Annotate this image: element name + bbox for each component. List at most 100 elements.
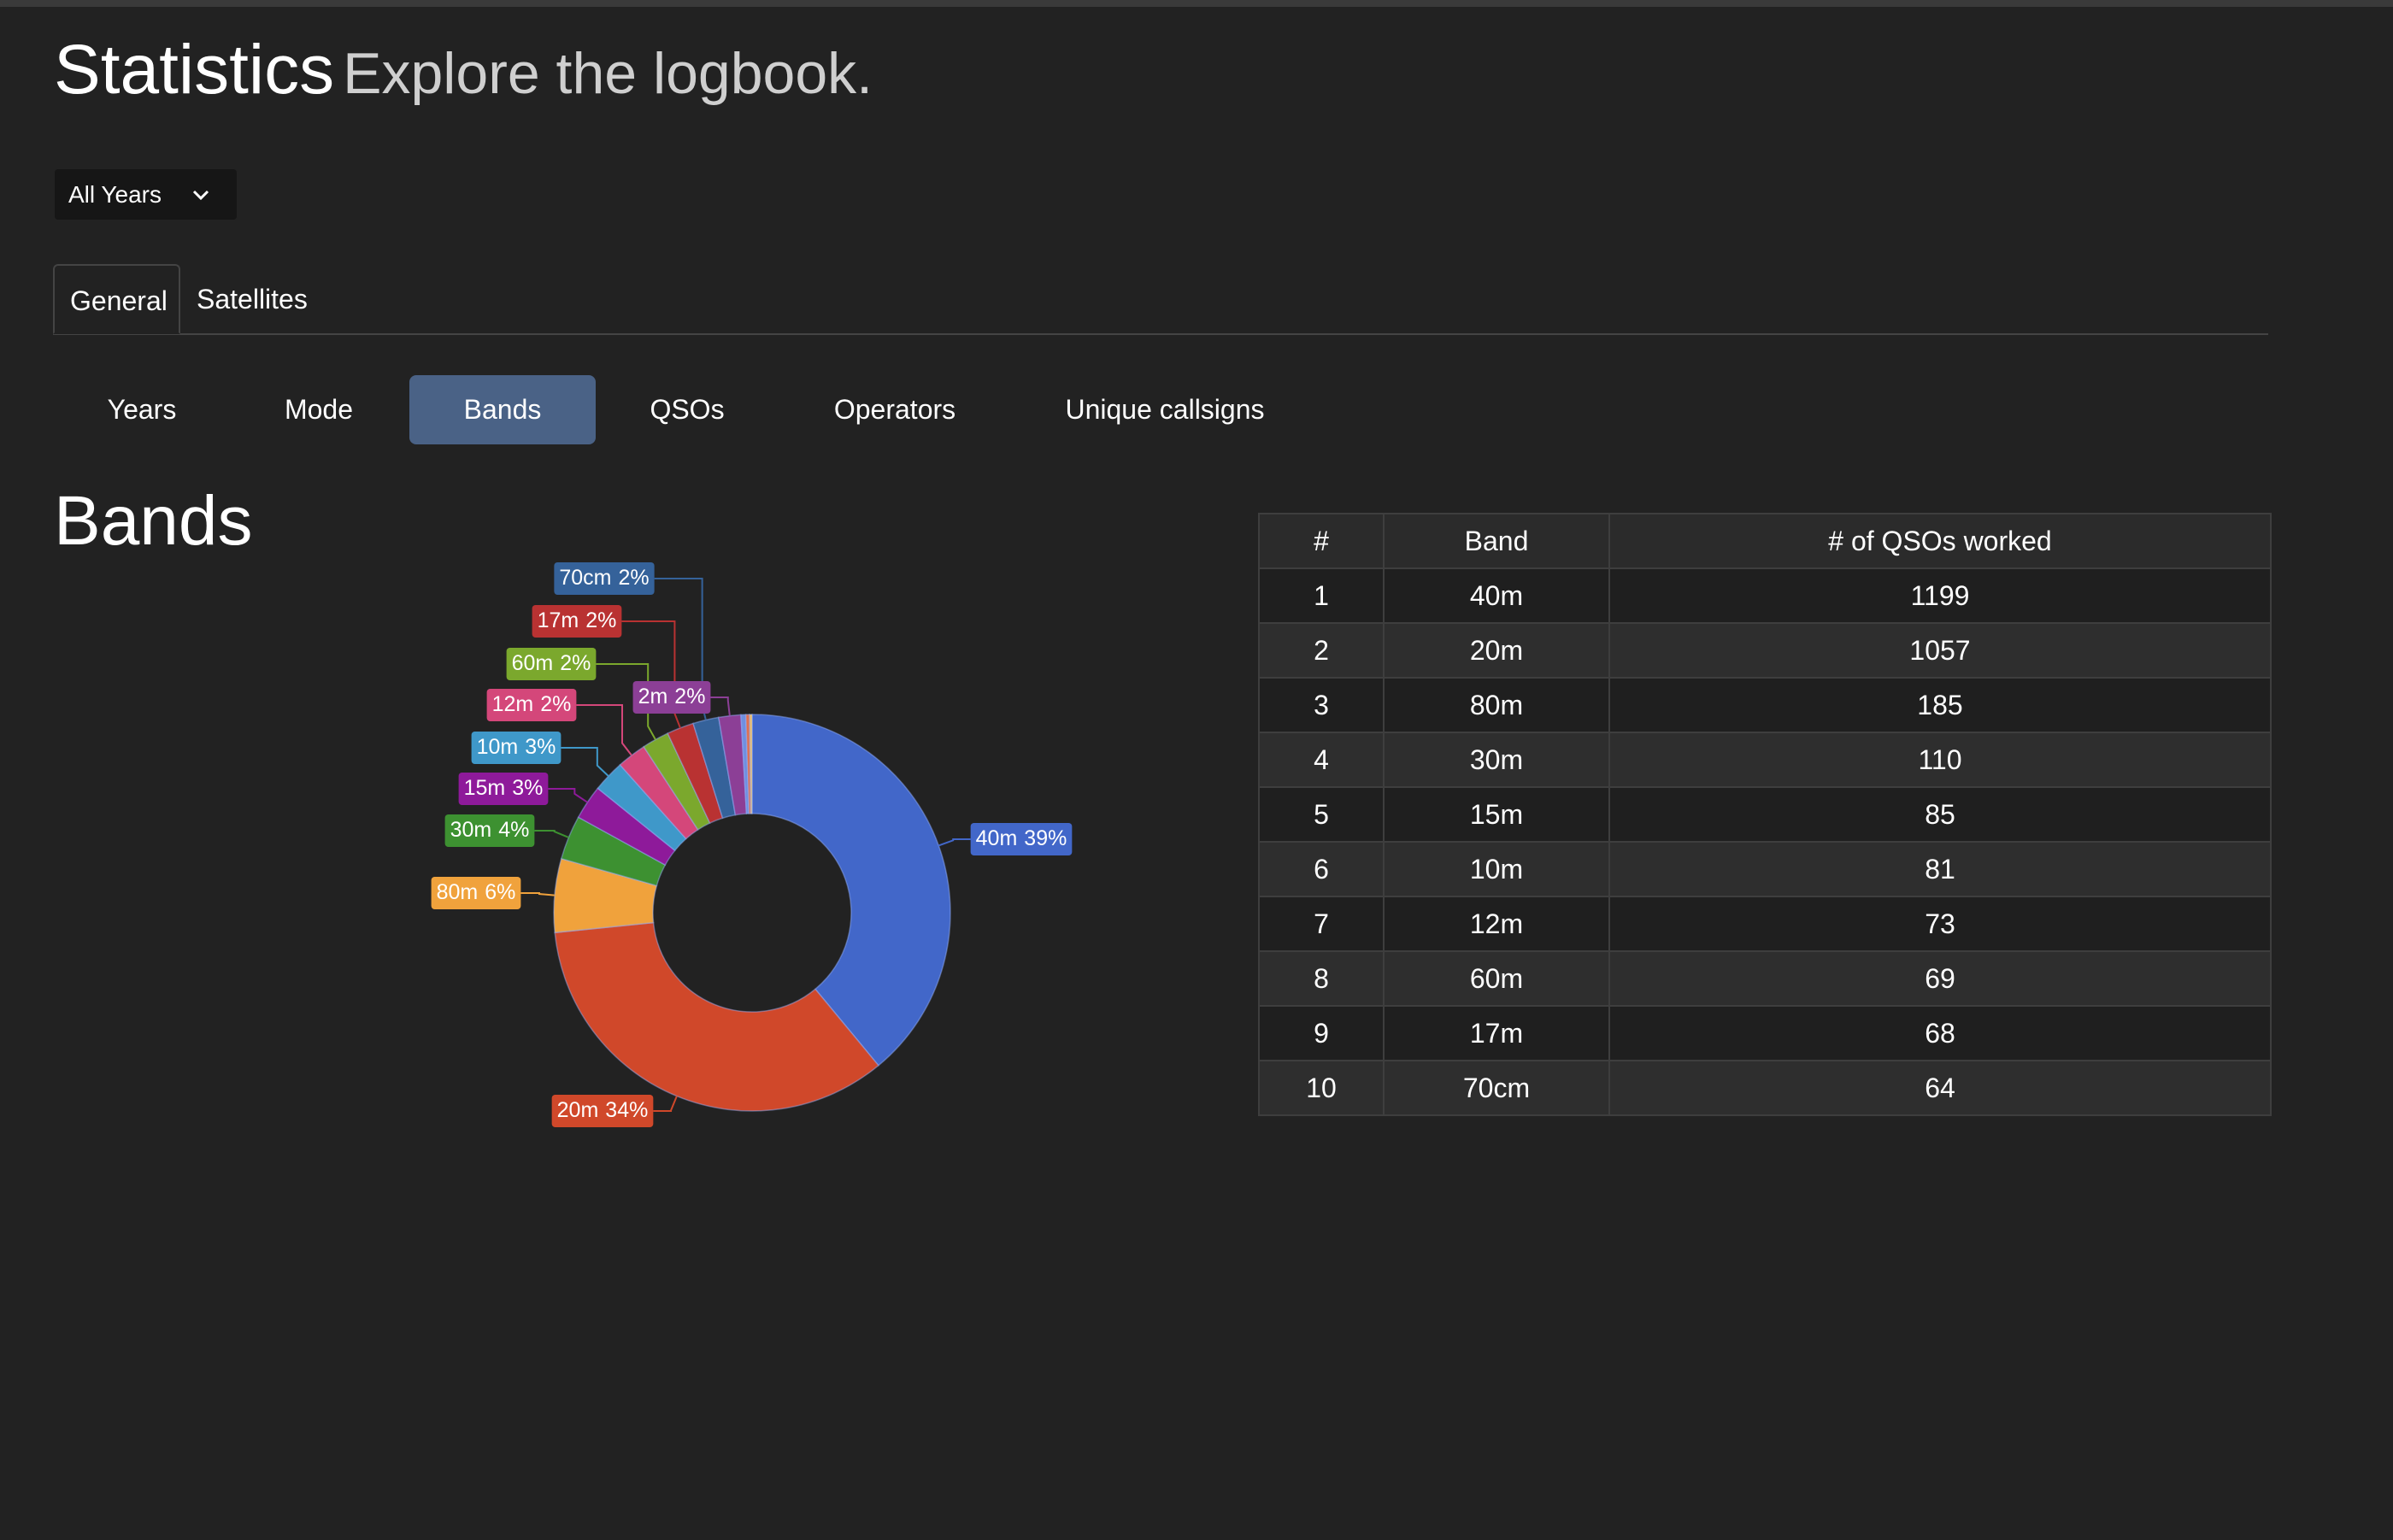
pie-slice — [667, 722, 724, 825]
label-category: 15m — [464, 776, 506, 800]
data-label-text: 40m 39% — [976, 826, 1067, 850]
pie-slice — [692, 716, 737, 820]
label-value: 2% — [585, 608, 616, 632]
section-title: Bands — [54, 482, 253, 560]
label-connector — [576, 704, 632, 756]
data-label-box — [444, 814, 535, 847]
table-cell: 30m — [1383, 732, 1610, 788]
table-cell: 185 — [1608, 677, 2272, 733]
table-cell: 64 — [1608, 1060, 2272, 1116]
data-label: 30m 4% — [444, 814, 535, 847]
table-cell: 4 — [1258, 732, 1385, 788]
data-label-text: 2m 2% — [638, 685, 706, 708]
label-value: 2% — [674, 685, 705, 708]
subtab[interactable]: Unique callsigns — [1065, 394, 1265, 425]
label-connector — [561, 747, 609, 777]
data-label-box — [554, 562, 655, 595]
table-cell: 60m — [1383, 950, 1610, 1007]
label-value: 3% — [525, 735, 556, 759]
data-label-text: 20m 34% — [557, 1098, 649, 1122]
pie-slice — [740, 714, 750, 814]
top-bar — [0, 0, 2393, 7]
table-cell: 85 — [1608, 786, 2272, 843]
tab[interactable]: Satellites — [197, 284, 308, 314]
tab-divider — [53, 333, 2268, 335]
table-cell: 20m — [1383, 622, 1610, 679]
table-cell: 17m — [1383, 1005, 1610, 1061]
data-label: 2m 2% — [632, 681, 711, 714]
data-label-text: 70cm 2% — [559, 566, 649, 590]
subtab[interactable]: Operators — [833, 394, 956, 425]
data-label-text: 17m 2% — [538, 608, 617, 632]
data-label: 15m 3% — [458, 773, 549, 805]
year-select-value: All Years — [68, 181, 162, 208]
header-row: # Band # of QSOs worked — [1258, 513, 2272, 569]
table-row: 9 17m 68 — [1258, 1005, 2272, 1061]
data-label-text: 10m 3% — [477, 735, 556, 759]
table-cell: 12m — [1383, 896, 1610, 952]
label-connector — [653, 1096, 678, 1112]
tab[interactable]: General — [53, 264, 180, 334]
pie-slice — [577, 787, 676, 867]
table-cell: 9 — [1258, 1005, 1385, 1061]
table-cell: 80m — [1383, 677, 1610, 733]
data-label: 12m 2% — [486, 689, 577, 721]
table-row: 2 20m 1057 — [1258, 622, 2272, 679]
table-cell: 70cm — [1383, 1060, 1610, 1116]
data-label-box — [632, 681, 711, 714]
data-label-text: 12m 2% — [492, 692, 572, 716]
data-label-box — [458, 773, 549, 805]
data-label: 70cm 2% — [554, 562, 655, 595]
label-category: 60m — [512, 651, 554, 675]
page-header: Statistics Explore the logbook. — [54, 27, 873, 116]
subtab[interactable]: Years — [107, 394, 177, 425]
data-table: # Band # of QSOs worked 1 40m 1199 2 20m 1057… — [1258, 513, 2272, 1116]
data-label: 60m 2% — [506, 648, 597, 680]
label-connector — [710, 697, 731, 716]
subtab[interactable]: QSOs — [650, 394, 725, 425]
table-row: 3 80m 185 — [1258, 677, 2272, 733]
data-label: 80m 6% — [431, 877, 521, 909]
page-subtitle: Explore the logbook. — [343, 41, 873, 106]
table-cell: 40m — [1383, 567, 1610, 624]
label-value: 2% — [560, 651, 591, 675]
table-cell: 6 — [1258, 841, 1385, 897]
subtab[interactable]: Mode — [284, 394, 354, 425]
subtab-active[interactable]: Bands — [409, 375, 596, 444]
data-label: 40m 39% — [970, 823, 1073, 855]
table-row: 4 30m 110 — [1258, 732, 2272, 788]
column-header: Band — [1383, 513, 1610, 569]
data-label-text: 60m 2% — [512, 651, 591, 675]
column-header: # of QSOs worked — [1608, 513, 2272, 569]
table-cell: 1057 — [1608, 622, 2272, 679]
data-label-box — [551, 1095, 654, 1127]
pie-slice — [597, 763, 687, 852]
label-connector — [534, 830, 569, 838]
table-cell: 69 — [1608, 950, 2272, 1007]
data-label: 10m 3% — [471, 732, 562, 764]
data-label-box — [506, 648, 597, 680]
pie-slice — [619, 745, 699, 840]
year-select[interactable]: All Years — [55, 169, 237, 220]
label-value: 3% — [512, 776, 543, 800]
data-label: 17m 2% — [532, 605, 622, 638]
label-connector — [621, 620, 681, 729]
table-cell: 110 — [1608, 732, 2272, 788]
table-cell: 15m — [1383, 786, 1610, 843]
label-connector — [520, 892, 555, 896]
label-connector — [548, 788, 588, 803]
table-cell: 8 — [1258, 950, 1385, 1007]
label-connector — [938, 838, 971, 847]
label-value: 2% — [540, 692, 571, 716]
label-value: 6% — [485, 880, 515, 904]
table-cell: 1 — [1258, 567, 1385, 624]
column-header: # — [1258, 513, 1385, 569]
label-category: 70cm — [559, 566, 611, 590]
table-row: 6 10m 81 — [1258, 841, 2272, 897]
label-category: 80m — [437, 880, 479, 904]
table-cell: 68 — [1608, 1005, 2272, 1061]
data-label-box — [532, 605, 622, 638]
table-cell: 5 — [1258, 786, 1385, 843]
table-row: 10 70cm 64 — [1258, 1060, 2272, 1116]
